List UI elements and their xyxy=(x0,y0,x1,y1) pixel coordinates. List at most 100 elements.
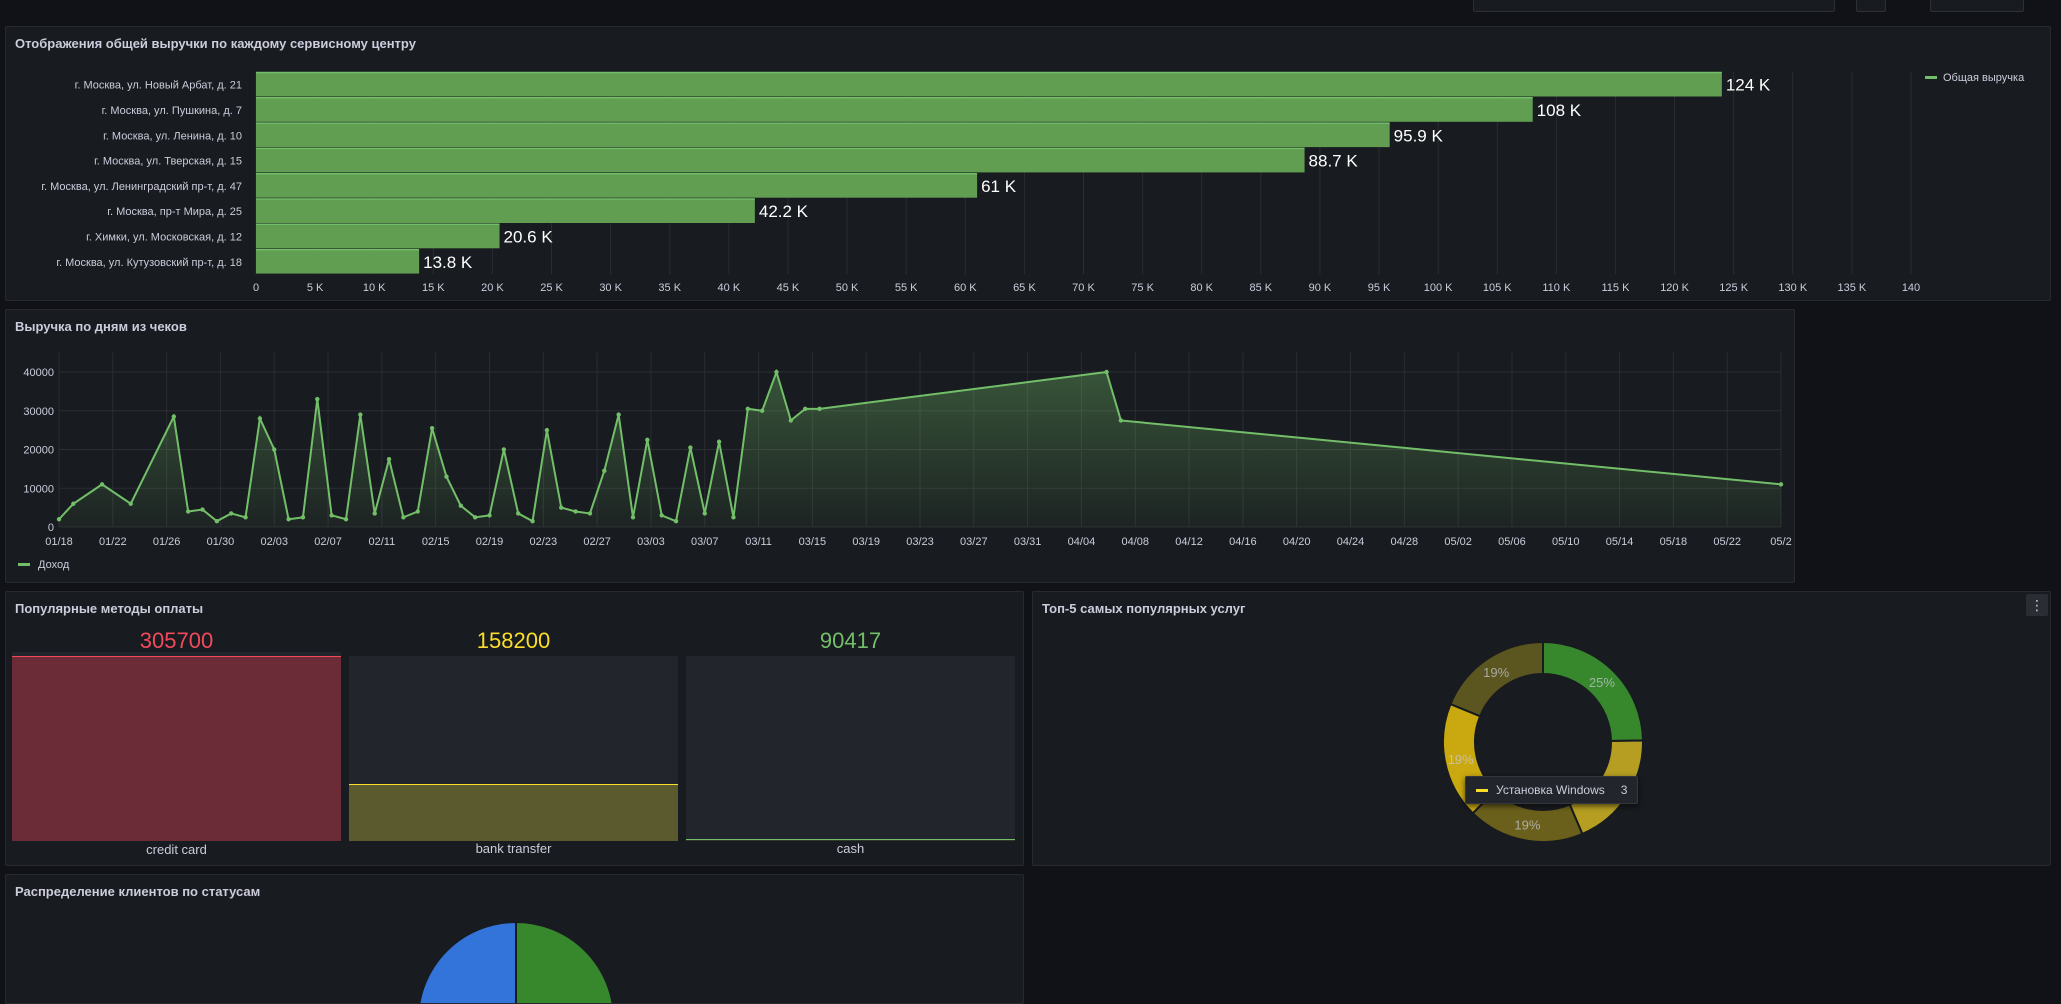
x-tick-label: 02/07 xyxy=(314,536,342,548)
data-label: 124 K xyxy=(1726,76,1771,95)
data-point xyxy=(688,445,693,450)
x-tick-label: 04/12 xyxy=(1175,536,1203,548)
category-label: г. Москва, ул. Ленина, д. 10 xyxy=(103,130,242,142)
stat-value: 90417 xyxy=(819,628,882,653)
data-point xyxy=(716,439,722,444)
x-tick-label: 75 K xyxy=(1131,282,1154,294)
x-tick-label: 04/16 xyxy=(1229,536,1257,548)
data-point xyxy=(1118,418,1124,423)
x-tick-label: 115 K xyxy=(1601,282,1630,294)
series-color-swatch xyxy=(1476,789,1488,793)
bar xyxy=(256,97,1533,122)
panel-title[interactable]: Выручка по дням из чеков xyxy=(15,319,187,334)
panel-title[interactable]: Топ-5 самых популярных услуг xyxy=(1042,601,1246,616)
data-point xyxy=(429,425,435,431)
data-point xyxy=(458,503,463,508)
client-status-panel: Распределение клиентов по статусам xyxy=(5,874,1024,1004)
data-point xyxy=(401,515,406,520)
x-tick-label: 60 K xyxy=(954,282,977,294)
panel-title[interactable]: Распределение клиентов по статусам xyxy=(15,884,261,899)
data-point xyxy=(788,418,794,423)
panel-title[interactable]: Популярные методы оплаты xyxy=(15,601,204,616)
data-point xyxy=(731,515,736,520)
x-tick-label: 02/19 xyxy=(476,536,504,548)
x-tick-label: 02/23 xyxy=(530,536,558,548)
bar xyxy=(256,72,1722,97)
x-tick-label: 20 K xyxy=(481,282,504,294)
data-point xyxy=(229,511,234,516)
x-tick-label: 05/18 xyxy=(1660,536,1688,548)
x-tick-label: 50 K xyxy=(836,282,859,294)
x-tick-label: 05/2 xyxy=(1770,536,1791,548)
refresh-button[interactable] xyxy=(1930,0,2024,12)
data-label: 88.7 K xyxy=(1309,152,1359,171)
data-label: 61 K xyxy=(981,177,1017,196)
data-point xyxy=(329,513,334,518)
category-label: г. Химки, ул. Московская, д. 12 xyxy=(86,231,242,243)
bar xyxy=(256,148,1305,173)
x-tick-label: 105 K xyxy=(1483,282,1512,294)
data-point xyxy=(645,437,650,443)
data-point xyxy=(372,511,377,516)
x-tick-label: 03/23 xyxy=(906,536,934,548)
x-tick-label: 01/30 xyxy=(207,536,235,548)
x-tick-label: 03/15 xyxy=(799,536,827,548)
top-services-panel: Топ-5 самых популярных услуг ⋮ 25% 19% 19%… xyxy=(1032,591,2051,866)
x-tick-label: 100 K xyxy=(1424,282,1453,294)
bar xyxy=(256,249,420,274)
x-tick-label: 5 K xyxy=(307,282,324,294)
y-tick-label: 30000 xyxy=(23,406,54,418)
category-label: г. Москва, ул. Новый Арбат, д. 21 xyxy=(75,80,242,92)
legend-label: Общая выручка xyxy=(1943,72,2025,84)
slice-label: 19% xyxy=(1483,665,1509,680)
category-label: г. Москва, пр-т Мира, д. 25 xyxy=(107,206,242,218)
data-point xyxy=(56,517,62,522)
data-point xyxy=(444,474,449,479)
category-label: г. Москва, ул. Пушкина, д. 7 xyxy=(102,105,242,117)
data-point xyxy=(630,515,636,520)
data-point xyxy=(472,515,478,520)
data-point xyxy=(487,513,492,518)
zoom-out-button[interactable] xyxy=(1856,0,1886,12)
data-point xyxy=(343,517,349,522)
data-point xyxy=(1778,482,1784,487)
data-point xyxy=(243,515,248,520)
x-tick-label: 125 K xyxy=(1719,282,1748,294)
data-point xyxy=(559,505,564,510)
x-tick-label: 05/06 xyxy=(1498,536,1526,548)
vertical-dots-icon[interactable]: ⋮ xyxy=(2026,594,2048,616)
tooltip-value: 3 xyxy=(1620,783,1628,797)
panel-title[interactable]: Отображения общей выручки по каждому сер… xyxy=(15,36,416,51)
x-tick-label: 05/02 xyxy=(1444,536,1472,548)
slice-label: 19% xyxy=(1448,752,1474,767)
payment-methods-panel: Популярные методы оплаты 305700 credit ca… xyxy=(5,591,1024,866)
status-pie-chart xyxy=(418,920,614,1003)
x-tick-label: 02/03 xyxy=(260,536,288,548)
data-point xyxy=(530,518,535,524)
category-label: г. Москва, ул. Тверская, д. 15 xyxy=(94,156,242,168)
gauge-fill xyxy=(12,656,341,841)
stat-value: 305700 xyxy=(139,628,214,653)
x-tick-label: 05/10 xyxy=(1552,536,1580,548)
x-tick-label: 35 K xyxy=(658,282,681,294)
data-label: 20.6 K xyxy=(504,227,554,246)
data-point xyxy=(501,447,507,452)
x-tick-label: 02/11 xyxy=(369,536,396,548)
legend-label: Доход xyxy=(38,559,70,571)
time-range-picker[interactable] xyxy=(1473,0,1835,12)
data-point xyxy=(200,507,205,512)
x-tick-label: 05/14 xyxy=(1606,536,1634,548)
x-tick-label: 90 K xyxy=(1309,282,1332,294)
data-point xyxy=(544,427,550,433)
x-tick-label: 25 K xyxy=(540,282,563,294)
data-point xyxy=(99,482,105,487)
bar xyxy=(256,173,978,198)
category-label: г. Москва, ул. Ленинградский пр-т, д. 47 xyxy=(41,181,242,193)
data-point xyxy=(587,511,593,516)
services-donut-chart: 25% 19% 19% 19% xyxy=(1442,640,1645,843)
y-tick-label: 10000 xyxy=(23,483,54,495)
x-tick-label: 01/22 xyxy=(99,536,127,548)
bar xyxy=(256,224,500,249)
data-point xyxy=(171,414,176,419)
daily-revenue-panel: Выручка по дням из чеков 0 10000 20000 3000… xyxy=(5,309,1795,583)
